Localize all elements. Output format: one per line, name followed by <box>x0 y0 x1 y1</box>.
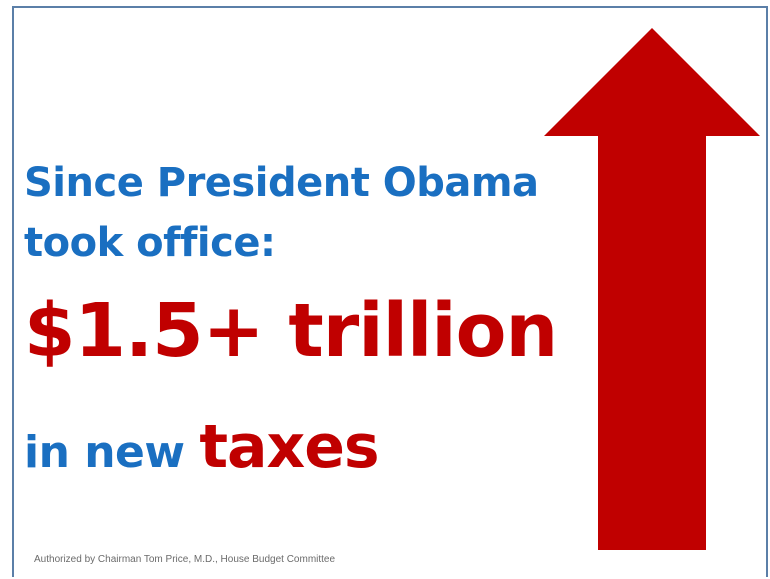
authorization-footer: Authorized by Chairman Tom Price, M.D., … <box>34 554 336 565</box>
headline-line-1: Since President Obama <box>24 160 539 206</box>
headline-line-2: took office: <box>24 220 276 266</box>
headline-line-4-prefix: in new <box>24 427 200 478</box>
up-arrow-shape <box>544 28 760 550</box>
headline-line-4: in new taxes <box>24 412 380 482</box>
headline-line-4-emphasis: taxes <box>199 412 379 482</box>
up-arrow-icon <box>544 28 760 550</box>
headline-amount: $1.5+ trillion <box>24 288 558 374</box>
